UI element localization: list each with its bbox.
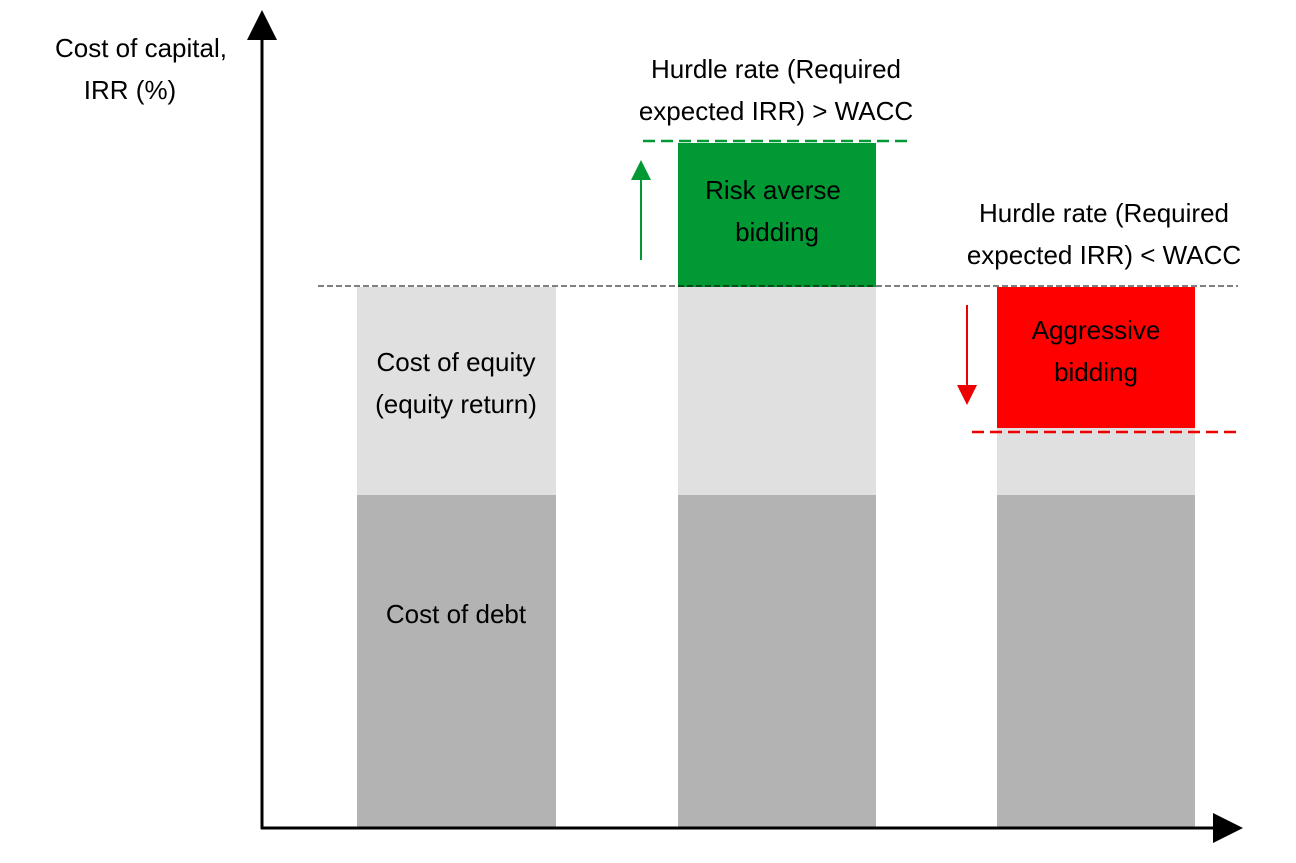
- debt-segment: [997, 495, 1195, 828]
- segment-label: bidding: [735, 217, 819, 247]
- risk-averse-segment: [678, 143, 876, 287]
- equity-segment: [997, 428, 1195, 495]
- segment-label: Risk averse: [705, 175, 841, 205]
- y-axis-label: IRR (%): [84, 75, 176, 105]
- segment-label: Aggressive: [1032, 315, 1161, 345]
- segment-label: bidding: [1054, 357, 1138, 387]
- annotation: expected IRR) > WACC: [639, 96, 913, 126]
- segment-label: (equity return): [375, 389, 537, 419]
- segment-label: Cost of debt: [386, 599, 527, 629]
- equity-segment: [678, 287, 876, 495]
- segment-label: Cost of equity: [377, 347, 536, 377]
- debt-segment: [357, 495, 556, 828]
- debt-segment: [678, 495, 876, 828]
- annotation: Hurdle rate (Required: [651, 54, 901, 84]
- annotation: expected IRR) < WACC: [967, 240, 1241, 270]
- aggressive-segment: [997, 287, 1195, 428]
- equity-segment: [357, 287, 556, 495]
- y-axis-label: Cost of capital,: [55, 33, 227, 63]
- annotation: Hurdle rate (Required: [979, 198, 1229, 228]
